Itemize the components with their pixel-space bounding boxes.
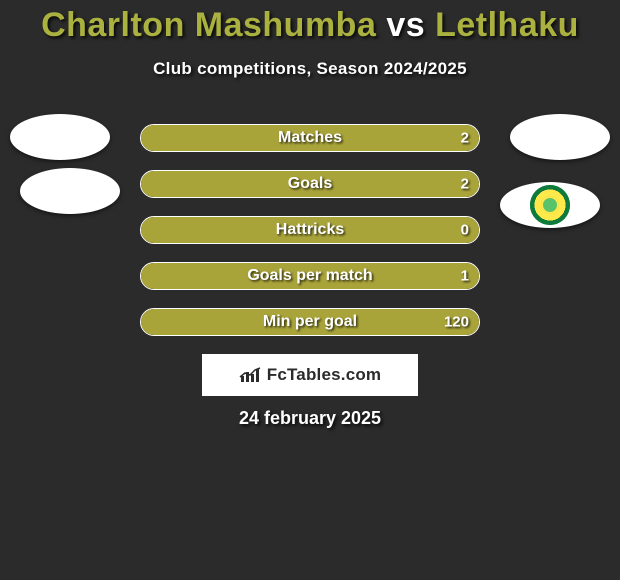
stat-value-right: 2 xyxy=(461,176,469,193)
player1-club-badge-1 xyxy=(10,114,110,160)
brand-text: FcTables.com xyxy=(267,365,382,385)
stat-label: Goals per match xyxy=(247,267,372,285)
player2-club-badge-2 xyxy=(500,182,600,228)
stats-list: Matches 2 Goals 2 Hattricks 0 Goals per match 1… xyxy=(140,124,480,354)
stat-label: Min per goal xyxy=(263,313,357,331)
stat-label: Matches xyxy=(278,129,342,147)
stat-value-right: 2 xyxy=(461,130,469,147)
stat-label: Goals xyxy=(288,175,332,193)
player2-club-badge-1 xyxy=(510,114,610,160)
sundowns-crest-icon xyxy=(530,185,570,225)
comparison-title: Charlton Mashumba vs Letlhaku xyxy=(0,0,620,45)
stat-value-right: 120 xyxy=(444,314,469,331)
stat-row: Min per goal 120 xyxy=(140,308,480,336)
date-text: 24 february 2025 xyxy=(239,408,381,429)
vs-word: vs xyxy=(386,6,425,44)
player1-name: Charlton Mashumba xyxy=(41,6,376,44)
barchart-icon xyxy=(239,366,261,384)
stat-value-right: 0 xyxy=(461,222,469,239)
stat-label: Hattricks xyxy=(276,221,344,239)
subtitle: Club competitions, Season 2024/2025 xyxy=(0,59,620,79)
brand-box[interactable]: FcTables.com xyxy=(202,354,418,396)
player1-club-badge-2 xyxy=(20,168,120,214)
stat-value-right: 1 xyxy=(461,268,469,285)
stat-row: Hattricks 0 xyxy=(140,216,480,244)
stat-row: Matches 2 xyxy=(140,124,480,152)
stat-row: Goals 2 xyxy=(140,170,480,198)
player2-name: Letlhaku xyxy=(435,6,579,44)
stat-row: Goals per match 1 xyxy=(140,262,480,290)
